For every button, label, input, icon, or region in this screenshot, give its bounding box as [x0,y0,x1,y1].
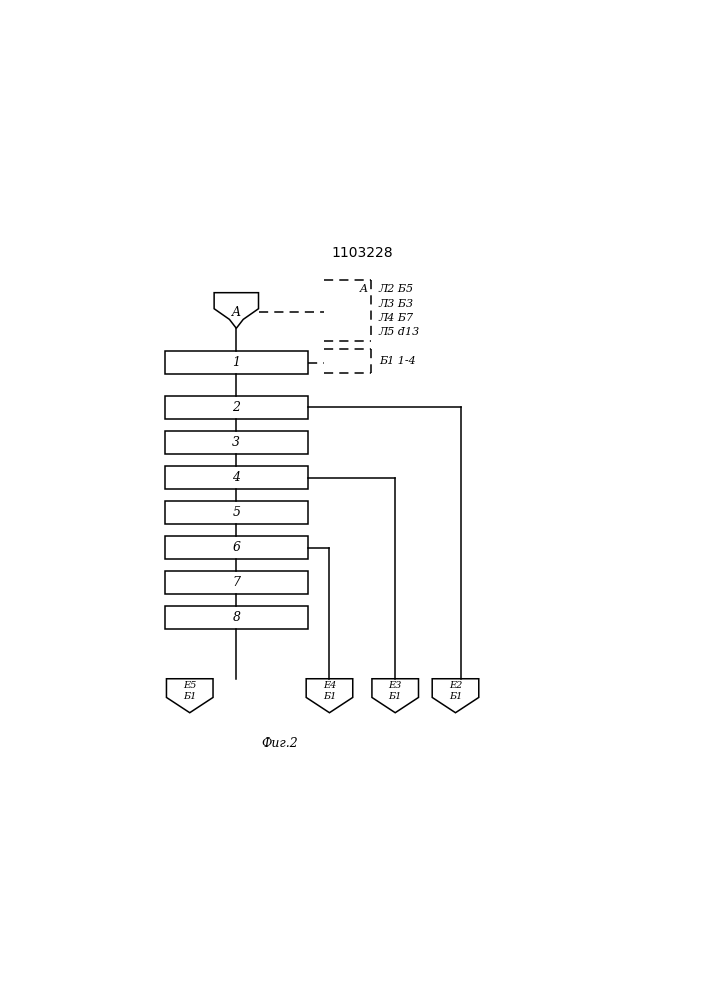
Text: 4: 4 [233,471,240,484]
Polygon shape [166,679,213,713]
Text: Б1 1-4: Б1 1-4 [379,356,416,366]
Polygon shape [214,293,259,328]
Bar [165,351,308,374]
Text: 7: 7 [233,576,240,589]
Text: 8: 8 [233,611,240,624]
Text: Е3
Б1: Е3 Б1 [389,681,402,701]
Bar [165,466,308,489]
Polygon shape [372,679,419,713]
Bar [165,536,308,559]
Text: A: A [360,284,368,294]
Text: 1103228: 1103228 [332,246,393,260]
Text: Е4
Б1: Е4 Б1 [323,681,336,701]
Bar [165,571,308,594]
Text: 2: 2 [233,401,240,414]
Bar [165,606,308,629]
Polygon shape [306,679,353,713]
Text: Е2
Б1: Е2 Б1 [449,681,462,701]
Text: Фиг.2: Фиг.2 [262,737,298,750]
Polygon shape [432,679,479,713]
Text: 1: 1 [233,356,240,369]
Bar [165,501,308,524]
Text: 6: 6 [233,541,240,554]
Text: A: A [232,306,241,319]
Text: 5: 5 [233,506,240,519]
Bar [165,431,308,454]
Text: Е5
Б1: Е5 Б1 [183,681,197,701]
Text: Л2 Б5
Л3 Б3
Л4 Б7
Л5 đ13: Л2 Б5 Л3 Б3 Л4 Б7 Л5 đ13 [379,284,420,337]
Bar [165,396,308,419]
Text: 3: 3 [233,436,240,449]
